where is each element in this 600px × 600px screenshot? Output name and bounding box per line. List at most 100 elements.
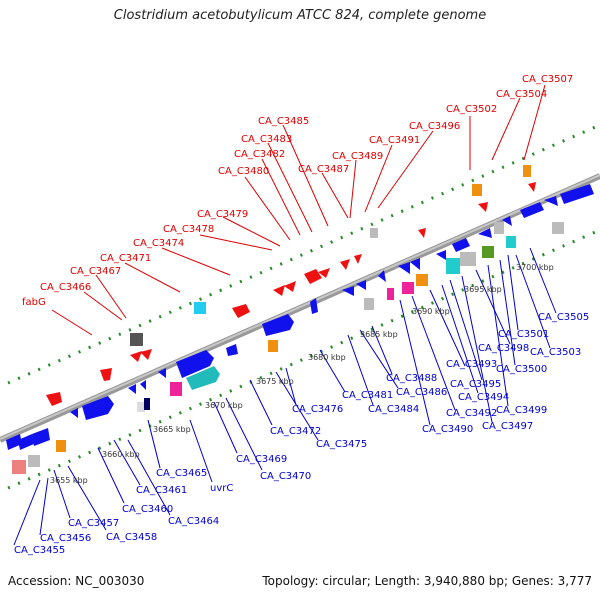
gene-label: CA_C3470 [260,471,311,482]
gene-arrow [378,270,386,282]
gene-box [552,222,564,234]
gene-label: CA_C3502 [446,104,497,115]
gene-label: CA_C3496 [409,121,460,132]
gene-label: CA_C3491 [369,135,420,146]
gene-arrow [520,202,544,218]
gene-label: CA_C3487 [298,164,349,175]
gene-label: CA_C3472 [270,426,321,437]
gene-label: CA_C3504 [496,89,547,100]
gene-label: CA_C3475 [316,439,367,450]
gene-arrow [418,228,426,238]
gene-box [482,246,494,258]
gene-arrow [410,258,420,270]
gene-arrow [176,350,214,378]
gene-arrow [130,351,142,362]
bottom-leader-lines [13,247,557,546]
scale-label: 3655 kbp [50,476,88,485]
gene-arrow [528,182,536,192]
gene-arrow [128,384,136,394]
gene-box [446,258,460,274]
gene-label: CA_C3505 [538,312,589,323]
gene-box [12,460,26,474]
gene-label: CA_C3483 [241,134,292,145]
gene-box [170,382,182,396]
gene-box [402,282,414,294]
gene-arrow [452,238,470,252]
gene-box [130,333,143,346]
gene-box [28,455,40,467]
scale-label: 3685 kbp [360,330,398,339]
gene-label: CA_C3507 [522,74,573,85]
gene-box [56,440,66,452]
gene-label: CA_C3456 [40,533,91,544]
gene-label: CA_C3466 [40,282,91,293]
gene-arrow [46,392,62,406]
scale-label: 3660 kbp [102,450,140,459]
gene-label: uvrC [210,483,233,494]
gene-label: CA_C3460 [122,504,173,515]
gene-label: CA_C3458 [106,532,157,543]
gene-box [523,165,531,177]
gene-arrow [560,184,594,204]
gene-box [137,402,145,412]
gene-arrow [502,216,512,226]
gene-label: CA_C3485 [258,116,309,127]
genome-summary-text: Topology: circular; Length: 3,940,880 bp… [262,574,592,588]
gene-box [506,236,516,248]
genome-backbone-highlight [0,174,600,440]
gene-arrow [100,368,112,381]
gene-label: CA_C3482 [234,149,285,160]
gene-label: CA_C3484 [368,404,419,415]
gene-arrow [273,285,285,296]
gene-box [387,288,394,300]
gene-label: CA_C3498 [478,343,529,354]
gene-arrow [284,281,296,292]
gene-label: CA_C3489 [332,151,383,162]
gene-arrow [6,434,22,450]
gene-arrow [232,304,250,318]
gene-label: CA_C3494 [458,392,509,403]
gene-label: CA_C3474 [133,238,184,249]
gene-arrow [226,344,238,356]
gene-box [460,252,476,266]
gene-arrow [262,314,294,336]
gene-arrow [436,250,446,260]
gene-box [416,274,428,286]
gene-arrow [342,286,354,296]
map-title: Clostridium acetobutylicum ATCC 824, com… [113,8,487,23]
gene-arrow [544,196,558,206]
gene-arrow [310,298,318,314]
gene-label: CA_C3461 [136,485,187,496]
gene-box [370,228,378,238]
gene-box [144,398,150,410]
gene-arrow [186,366,220,390]
gene-label: CA_C3499 [496,405,547,416]
gene-label: CA_C3455 [14,545,65,556]
gene-arrow [318,268,330,278]
gene-label: CA_C3480 [218,166,269,177]
gene-box [472,184,482,196]
gene-label: CA_C3465 [156,468,207,479]
scale-label: 3695 kbp [464,285,502,294]
gene-label: CA_C3497 [482,421,533,432]
gene-label: CA_C3490 [422,424,473,435]
gene-label: CA_C3492 [446,408,497,419]
gene-label: CA_C3488 [386,373,437,384]
accession-text: Accession: NC_003030 [8,574,145,588]
gene-label: fabG [22,297,46,308]
gene-label: CA_C3481 [342,390,393,401]
gene-label: CA_C3471 [100,253,151,264]
gene-arrow [356,280,366,290]
gene-label: CA_C3500 [496,364,547,375]
scale-label: 3675 kbp [256,377,294,386]
gene-label: CA_C3478 [163,224,214,235]
gene-label: CA_C3503 [530,347,581,358]
gene-box [494,222,504,234]
gene-label: CA_C3469 [236,454,287,465]
gene-label: CA_C3457 [68,518,119,529]
gene-arrow [18,434,34,450]
gene-arrow [304,269,322,284]
forward-features [46,165,536,406]
gene-label: CA_C3467 [70,266,121,277]
